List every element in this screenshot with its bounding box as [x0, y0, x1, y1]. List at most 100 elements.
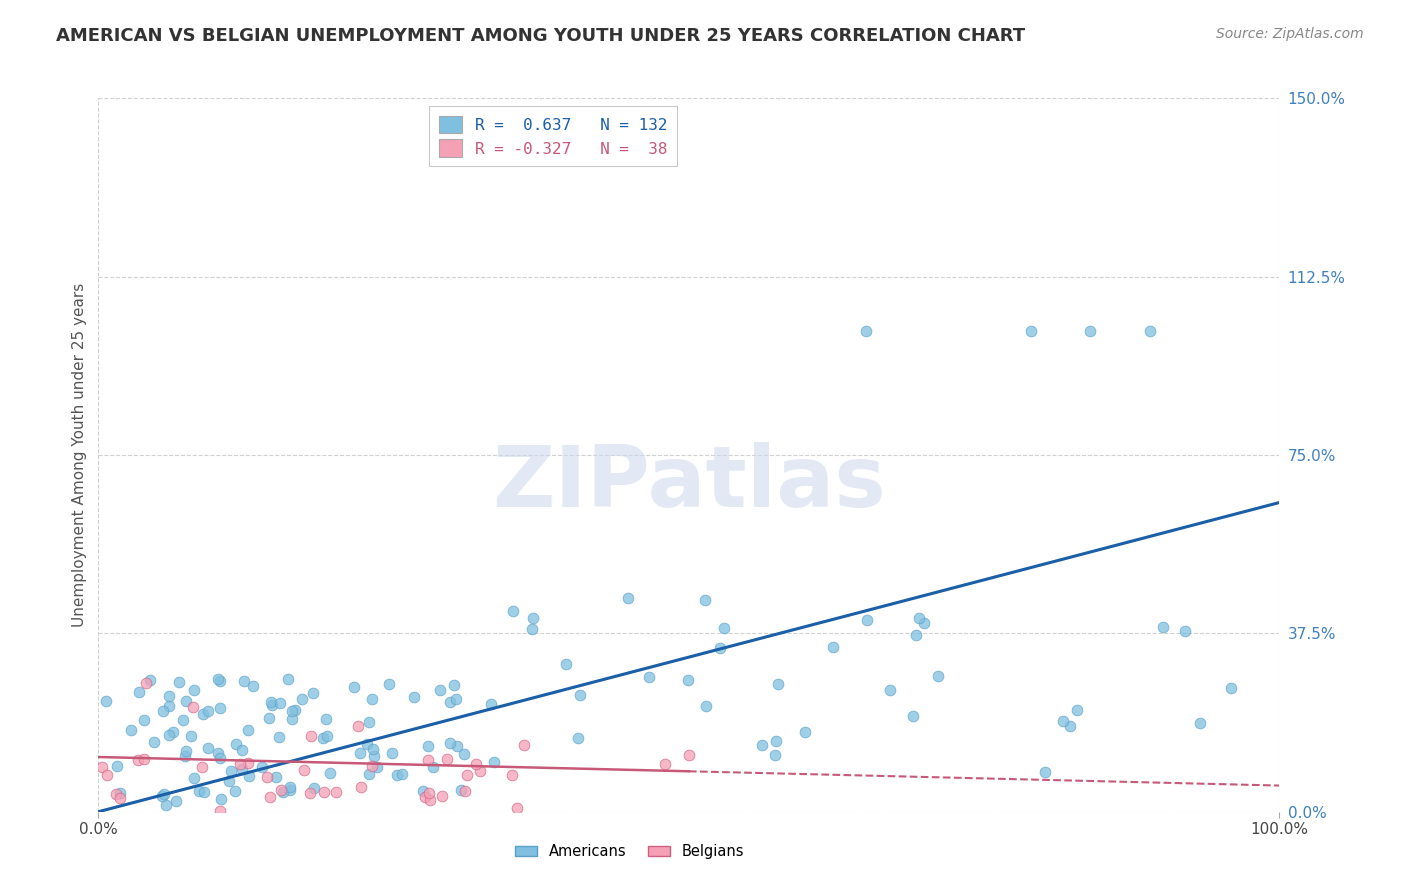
Point: [347, 719, 370, 733]
Point: [105, 759, 128, 773]
Point: [291, 691, 314, 706]
Point: [238, 769, 260, 783]
Point: [209, 674, 232, 689]
Point: [391, 767, 413, 781]
Point: [908, 611, 931, 625]
Point: [927, 669, 949, 683]
Point: [229, 757, 252, 772]
Point: [357, 714, 380, 729]
Point: [134, 752, 156, 766]
Point: [218, 773, 240, 788]
Point: [208, 750, 231, 764]
Point: [1152, 620, 1174, 634]
Point: [356, 737, 378, 751]
Point: [361, 758, 384, 772]
Point: [224, 783, 246, 797]
Point: [454, 784, 477, 798]
Point: [165, 794, 187, 808]
Point: [422, 760, 444, 774]
Point: [110, 791, 132, 805]
Point: [418, 753, 440, 767]
Point: [363, 742, 385, 756]
Point: [236, 723, 259, 737]
Text: AMERICAN VS BELGIAN UNEMPLOYMENT AMONG YOUTH UNDER 25 YEARS CORRELATION CHART: AMERICAN VS BELGIAN UNEMPLOYMENT AMONG Y…: [56, 27, 1025, 45]
Point: [299, 729, 322, 743]
Point: [350, 780, 373, 794]
Text: ZIPatlas: ZIPatlas: [492, 442, 886, 525]
Point: [905, 628, 928, 642]
Point: [912, 615, 935, 630]
Point: [1059, 719, 1081, 733]
Point: [193, 785, 215, 799]
Point: [1174, 624, 1197, 638]
Point: [404, 690, 426, 704]
Point: [127, 753, 149, 767]
Point: [181, 700, 204, 714]
Point: [1219, 681, 1241, 695]
Point: [120, 723, 142, 737]
Point: [453, 747, 475, 762]
Point: [766, 677, 789, 691]
Point: [153, 787, 176, 801]
Point: [436, 752, 458, 766]
Point: [381, 746, 404, 760]
Point: [316, 729, 339, 743]
Point: [429, 683, 451, 698]
Point: [1066, 702, 1088, 716]
Text: Source: ZipAtlas.com: Source: ZipAtlas.com: [1216, 27, 1364, 41]
Point: [450, 782, 472, 797]
Point: [157, 689, 180, 703]
Point: [250, 760, 273, 774]
Point: [197, 740, 219, 755]
Point: [512, 738, 534, 752]
Point: [174, 744, 197, 758]
Point: [278, 782, 301, 797]
Point: [157, 728, 180, 742]
Point: [188, 784, 211, 798]
Point: [301, 686, 323, 700]
Point: [567, 731, 589, 745]
Point: [419, 793, 441, 807]
Point: [751, 738, 773, 752]
Point: [568, 688, 591, 702]
Point: [142, 735, 165, 749]
Point: [128, 685, 150, 699]
Point: [361, 691, 384, 706]
Point: [617, 591, 640, 606]
Point: [1139, 324, 1161, 338]
Point: [901, 709, 924, 723]
Point: [231, 763, 253, 777]
Point: [225, 738, 247, 752]
Point: [209, 701, 232, 715]
Point: [1033, 765, 1056, 780]
Point: [465, 757, 488, 772]
Point: [418, 739, 440, 753]
Point: [172, 713, 194, 727]
Point: [209, 792, 232, 806]
Point: [190, 760, 212, 774]
Point: [269, 696, 291, 710]
Point: [152, 704, 174, 718]
Point: [555, 657, 578, 671]
Point: [108, 786, 131, 800]
Point: [312, 731, 335, 746]
Point: [277, 672, 299, 686]
Point: [219, 764, 242, 778]
Point: [157, 699, 180, 714]
Point: [856, 613, 879, 627]
Point: [413, 790, 436, 805]
Point: [96, 768, 118, 782]
Point: [155, 797, 177, 812]
Point: [637, 670, 659, 684]
Point: [385, 768, 408, 782]
Point: [264, 770, 287, 784]
Point: [412, 783, 434, 797]
Point: [207, 746, 229, 760]
Point: [363, 748, 385, 763]
Point: [366, 760, 388, 774]
Point: [444, 691, 467, 706]
Point: [191, 706, 214, 721]
Point: [430, 789, 453, 804]
Point: [197, 704, 219, 718]
Point: [879, 683, 901, 698]
